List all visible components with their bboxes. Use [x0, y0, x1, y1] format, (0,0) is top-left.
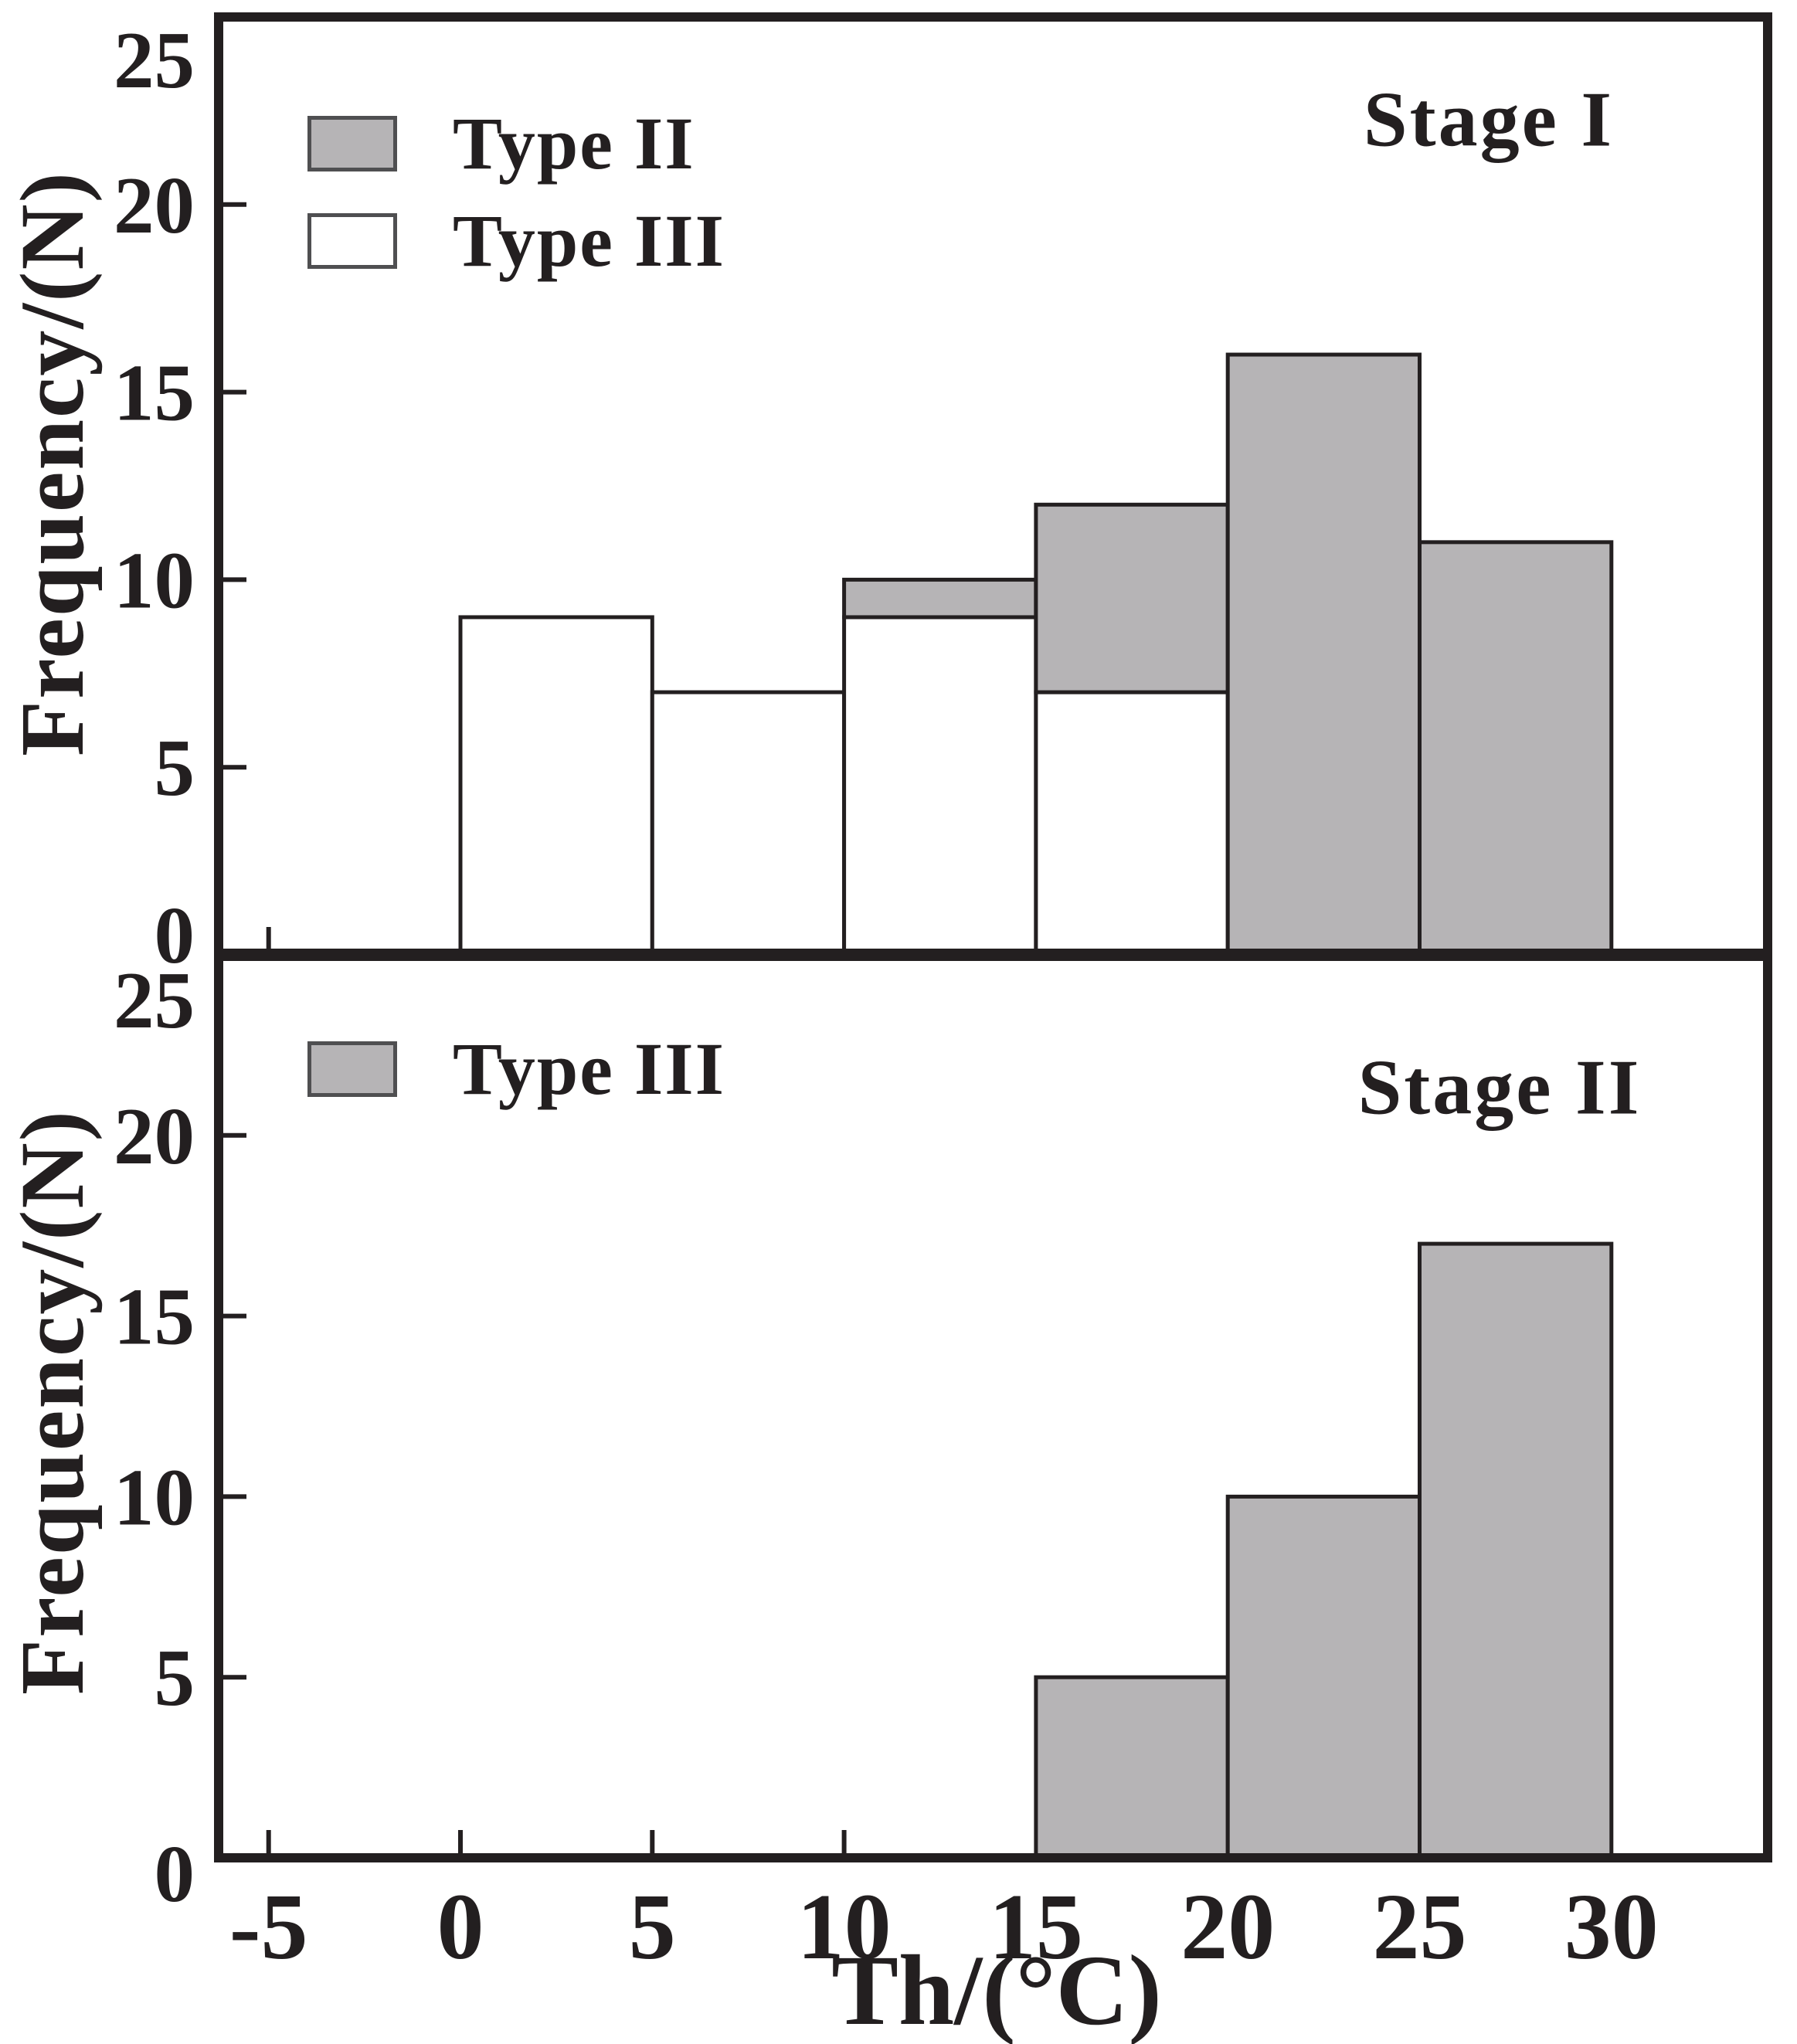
- type2-legend-label: Type II: [453, 102, 695, 185]
- bar-segment-StageI-15-20-TypeII: [1034, 502, 1230, 694]
- type2-legend-swatch: [307, 116, 397, 171]
- y-tick-label: 0: [155, 890, 195, 980]
- x-axis-label: Th/(°C): [831, 1935, 1162, 2044]
- bar-segment-StageI-25-30-TypeII: [1418, 540, 1614, 957]
- panel-title-stage2: Stage II: [1357, 1044, 1642, 1132]
- legend-stage1: Type II Type III: [307, 102, 725, 307]
- bar-segment-StageI-5-10-TypeIII: [650, 690, 847, 957]
- bar-segment-StageI-10-15-TypeIII: [842, 615, 1038, 957]
- y-tick-label: 10: [114, 535, 195, 625]
- x-tick-label: 30: [1564, 1875, 1659, 1979]
- y-tick-label: 20: [114, 1091, 195, 1181]
- legend-item-type3-stage2: Type III: [307, 1027, 725, 1110]
- x-tick-label: 15: [989, 1875, 1083, 1979]
- bar-segment-StageI-0-5-TypeIII: [458, 615, 654, 957]
- y-tick-label: 5: [155, 1632, 195, 1723]
- panel-title-stage1: Stage I: [1363, 76, 1615, 164]
- bar-segment-StageI-15-20-TypeIII: [1034, 690, 1230, 957]
- y-tick-label: 20: [114, 160, 195, 250]
- y-tick-label: 0: [155, 1828, 195, 1919]
- x-tick-label: 25: [1373, 1875, 1467, 1979]
- bar-segment-StageII-15-20-TypeIII: [1034, 1675, 1230, 1860]
- type3-stage2-legend-label: Type III: [453, 1027, 725, 1110]
- type3-legend-swatch: [307, 213, 397, 269]
- x-tick-label: 5: [629, 1875, 676, 1979]
- x-tick-label: 20: [1180, 1875, 1275, 1979]
- y-axis-label-stage1: Frequency/(N): [2, 171, 103, 756]
- x-tick-label: 0: [437, 1875, 484, 1979]
- bar-segment-StageI-10-15-TypeII: [842, 577, 1038, 620]
- y-axis-label-stage2: Frequency/(N): [2, 1109, 103, 1695]
- y-tick-label: 25: [114, 955, 195, 1045]
- y-tick-label: 25: [114, 15, 195, 105]
- y-tick-label: 10: [114, 1452, 195, 1542]
- x-tick-label: -5: [229, 1875, 308, 1979]
- y-tick-label: 5: [155, 722, 195, 813]
- legend-item-type2: Type II: [307, 102, 725, 185]
- x-tick-label: 10: [797, 1875, 892, 1979]
- y-tick-label: 15: [114, 348, 195, 438]
- y-tick-label: 15: [114, 1272, 195, 1362]
- bar-segment-StageI-20-25-TypeII: [1225, 352, 1422, 957]
- type3-legend-label: Type III: [453, 199, 725, 282]
- bar-segment-StageII-25-30-TypeIII: [1418, 1241, 1614, 1860]
- type3-stage2-legend-swatch: [307, 1041, 397, 1097]
- legend-item-type3: Type III: [307, 199, 725, 282]
- legend-stage2: Type III: [307, 1027, 725, 1135]
- bar-segment-StageII-20-25-TypeIII: [1225, 1494, 1422, 1860]
